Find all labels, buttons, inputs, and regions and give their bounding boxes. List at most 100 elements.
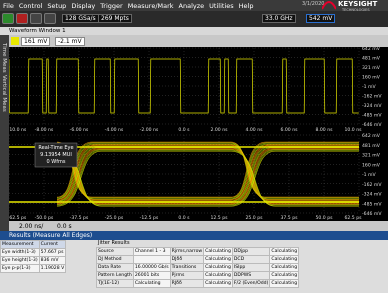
cell: 57.667 ps: [38, 248, 67, 257]
x-label: 12.5 ps: [211, 215, 229, 221]
auto-button[interactable]: [44, 13, 56, 24]
menu-item[interactable]: Help: [238, 1, 254, 10]
cell: Calculating: [269, 247, 300, 256]
row: Source Channel 1 - 3 Rjrms,narrow Calculati…: [96, 247, 300, 256]
menu-item[interactable]: Trigger: [100, 1, 123, 10]
cell: Calculating: [203, 255, 233, 264]
y-label: 481 mV: [362, 143, 381, 149]
eye-trace: [56, 150, 359, 207]
side-tab[interactable]: Vertical Meas: [1, 75, 7, 112]
menu-item[interactable]: Analyze: [178, 1, 205, 10]
cell: Eye width(1-3): [0, 248, 40, 257]
side-tab[interactable]: Time Meas: [1, 43, 7, 73]
brand: KEYSIGHT: [338, 0, 378, 8]
display: 642 mV 481 mV 321 mV 160 mV -1 mV -162 mV -324…: [9, 47, 388, 231]
y-label: -1 mV: [362, 172, 377, 178]
cell: Eye p-p(1-3): [0, 264, 40, 273]
cell: Pjrms: [169, 271, 205, 280]
x-label: -50.0 ps: [35, 215, 54, 221]
channel-badge[interactable]: [11, 37, 19, 45]
cell: Transitions: [169, 263, 205, 272]
sample-rate[interactable]: 128 GSa/s: [62, 14, 99, 23]
jitter-title: Jitter Results: [98, 240, 130, 246]
x-label: -4.00 ns: [105, 127, 124, 133]
eye-info: Real-Time Eye: [38, 145, 73, 151]
logo: [322, 1, 336, 10]
run-button[interactable]: [2, 13, 14, 24]
measurement-table: Measurement Current Eye width(1-3) 57.667 p…: [0, 240, 67, 273]
channel-offset[interactable]: -2.1 mV: [55, 37, 85, 46]
menu-item[interactable]: Control: [18, 1, 43, 10]
column-header: Measurement: [0, 240, 40, 249]
x-label: -25.0 ps: [105, 215, 124, 221]
stop-button[interactable]: [16, 13, 28, 24]
cell: Calculating: [203, 279, 233, 288]
y-label: -485 mV: [362, 113, 382, 119]
bandwidth[interactable]: 33.0 GHz: [262, 14, 296, 23]
channel-row: 161 mV -2.1 mV: [9, 35, 388, 47]
menu-item[interactable]: File: [3, 1, 14, 10]
cell: 16.00000 Gb/s: [132, 263, 171, 272]
channel-scale[interactable]: 161 mV: [21, 37, 51, 46]
menu-item[interactable]: Measure/Mark: [127, 1, 174, 10]
memory-depth[interactable]: 269 Mpts: [98, 14, 132, 23]
cell: Calculating: [269, 263, 300, 272]
row: Pattern Length 26001 bits Pjrms Calculating…: [96, 271, 300, 280]
x-label: 37.5 ps: [281, 215, 299, 221]
menu-item[interactable]: Setup: [47, 1, 67, 10]
brand-sub: TECHNOLOGIES: [342, 8, 370, 12]
side-tabs: Time Meas Vertical Meas: [0, 35, 9, 231]
cell: 1.19028 V: [38, 264, 67, 273]
results-title: Results (Measure All Edges): [0, 231, 388, 240]
x-label: -62.5 ps: [9, 215, 27, 221]
single-button[interactable]: [30, 13, 42, 24]
y-label: -646 mV: [362, 211, 382, 217]
menu-item[interactable]: Utilities: [209, 1, 234, 10]
header-row: Measurement Current: [0, 240, 67, 249]
cell: Calculating: [203, 271, 233, 280]
cell: Calculating: [203, 247, 233, 256]
x-label: 8.00 ns: [316, 127, 334, 133]
x-label: 4.00 ns: [246, 127, 264, 133]
x-label: 25.0 ps: [246, 215, 264, 221]
column-header: Current: [38, 240, 67, 249]
cell: ISIpp: [231, 263, 271, 272]
cell: DDPWS: [231, 271, 271, 280]
menu-item[interactable]: Display: [71, 1, 96, 10]
cell: DJ Method: [96, 255, 134, 264]
results-panel: Measurement Current Eye width(1-3) 57.667 p…: [0, 240, 96, 293]
y-label: -324 mV: [362, 103, 382, 109]
y-label: 481 mV: [362, 56, 381, 62]
y-label: 160 mV: [362, 162, 381, 168]
window-title: Waveform Window 1: [0, 27, 388, 35]
y-label: -646 mV: [362, 122, 382, 128]
x-label: -37.5 ps: [70, 215, 89, 221]
timebase-bar: [9, 221, 388, 231]
cell: Pattern Length: [96, 271, 134, 280]
x-label: 0.0 s: [178, 215, 190, 221]
cell: Rjrms,narrow: [169, 247, 205, 256]
cell: Source: [96, 247, 134, 256]
cell: DJδδ: [169, 255, 205, 264]
cell: Calculating: [269, 255, 300, 264]
cell: Data Rate: [96, 263, 134, 272]
timebase-scale: 2.00 ns/: [19, 223, 44, 230]
trigger-level[interactable]: 542 mV: [306, 14, 336, 23]
row: Eye width(1-3) 57.667 ps: [0, 248, 67, 257]
eye-info: 9.13954 MUI: [40, 152, 72, 158]
x-label: -6.00 ns: [70, 127, 89, 133]
y-label: -485 mV: [362, 201, 382, 207]
y-label: 642 mV: [362, 47, 381, 52]
date: 3/1/2020: [302, 1, 325, 7]
y-label: -162 mV: [362, 94, 382, 100]
y-label: 160 mV: [362, 75, 381, 81]
y-label: -162 mV: [362, 182, 382, 188]
y-label: 321 mV: [362, 153, 381, 159]
x-label: 6.00 ns: [281, 127, 299, 133]
row: Eye p-p(1-3) 1.19028 V: [0, 264, 67, 273]
waveform-trace: [9, 58, 359, 114]
cell: RJδδ: [169, 279, 205, 288]
toolbar: 128 GSa/s 269 Mpts 33.0 GHz 542 mV: [0, 11, 388, 27]
cell: Calculating: [269, 279, 300, 288]
row: DJ Method DJδδ Calculating DCD Calculating: [96, 255, 300, 264]
